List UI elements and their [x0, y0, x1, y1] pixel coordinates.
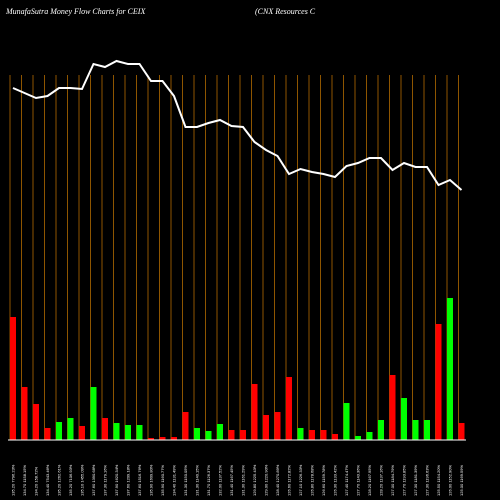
x-tick-label: 135.10 1455.09%: [80, 464, 85, 496]
flow-bar: [343, 403, 350, 440]
flow-bar: [401, 398, 407, 440]
x-tick-label: 131.30 1150.05%: [183, 464, 188, 496]
flow-bar: [228, 430, 235, 440]
x-tick-label: 131.40 1167.45%: [229, 464, 234, 496]
flow-bar: [148, 438, 154, 440]
flow-bar: [447, 298, 453, 440]
flow-bar: [125, 425, 131, 440]
price-line: [12, 59, 463, 191]
x-tick-label: 126.00 1152.90%: [448, 464, 453, 496]
x-tick-label: 128.40 1270.89%: [275, 464, 280, 496]
flow-bar: [424, 420, 430, 440]
x-tick-label: 128.20 1137.16%: [379, 464, 384, 496]
x-tick-label: 135.90 1609.80%: [149, 464, 154, 496]
flow-bar: [297, 428, 304, 440]
x-tick-label: 137.60 1516.76%: [137, 464, 142, 496]
flow-bar: [21, 387, 28, 440]
x-tick-label: 137.30 1179.16%: [103, 464, 108, 496]
x-tick-label: 127.30 1196.63%: [425, 464, 430, 496]
x-tick-label: 128.20 1167.95%: [367, 464, 372, 496]
x-tick-label: 131.30 1161.29%: [241, 464, 246, 496]
flow-bar: [263, 415, 269, 440]
flow-bar: [217, 424, 223, 440]
x-tick-label: 137.90 1620.34%: [114, 464, 119, 496]
x-tick-label: 127.70 1193.85%: [402, 464, 407, 496]
x-tick-label: 137.60 1209.18%: [126, 464, 131, 496]
x-tick-label: 127.10 1226.33%: [298, 464, 303, 496]
flow-bar: [435, 324, 442, 440]
flow-bar: [79, 426, 85, 440]
x-tick-label: 127.30 1181.39%: [413, 464, 418, 496]
x-tick-label: 132.00 1137.52%: [218, 464, 223, 496]
x-tick-label: 129.80 1225.43%: [252, 464, 257, 496]
flow-bar: [205, 431, 212, 440]
flow-bar: [240, 430, 246, 440]
x-tick-label: 131.30 1140.15%: [195, 464, 200, 496]
flow-bar: [389, 375, 396, 440]
flow-bar: [10, 317, 16, 440]
flow-bar: [33, 404, 39, 440]
x-tick-label: 134.20 158.72%: [34, 466, 39, 496]
flow-bar: [182, 412, 189, 440]
x-tick-label: 134.40 1131.49%: [172, 464, 177, 496]
flow-bar: [251, 384, 258, 440]
flow-bar: [274, 412, 281, 440]
x-tick-label: 127.00 1184.79%: [390, 464, 395, 496]
flow-bar: [113, 423, 120, 440]
flow-bar: [56, 422, 62, 440]
flow-bar: [332, 434, 338, 440]
flow-bar: [309, 430, 315, 440]
x-tick-label: 126.30 1133.42%: [333, 464, 338, 496]
x-tick-label: 126.80 1178.68%: [310, 464, 315, 496]
x-tick-label: 137.60 1390.68%: [91, 464, 96, 496]
chart-title: MunafaSutra Money Flow Charts for CEIX: [5, 7, 146, 16]
flow-bar: [286, 377, 292, 440]
flow-bar: [320, 430, 327, 440]
flow-bar: [44, 428, 51, 440]
flow-bar: [159, 437, 166, 440]
x-tick-label: 127.40 1174.47%: [344, 464, 349, 496]
x-tick-label: 131.70 1126.37%: [206, 464, 211, 496]
x-tick-label: 135.90 1160.77%: [160, 464, 165, 496]
x-tick-label: 134.70 1158.15%: [22, 464, 27, 496]
chart-subtitle: (CNX Resources C: [255, 7, 316, 16]
flow-bar: [378, 420, 384, 440]
x-tick-label: 125.00 1169.59%: [459, 464, 464, 496]
x-tick-label: 135.20 1262.61%: [57, 464, 62, 496]
flow-bar: [458, 423, 465, 440]
flow-bar: [355, 436, 361, 440]
x-tick-label: 135.20 7796.23%: [11, 464, 16, 496]
flow-bar: [412, 420, 419, 440]
flow-bar: [67, 418, 74, 440]
x-tick-label: 126.60 1172.82%: [287, 464, 292, 496]
flow-bar: [194, 428, 200, 440]
x-tick-label: 126.60 1159.78%: [321, 464, 326, 496]
flow-bar: [90, 387, 97, 440]
flow-bar: [171, 437, 177, 440]
x-tick-label: 134.40 7543.46%: [45, 464, 50, 496]
flow-bar: [136, 425, 143, 440]
x-tick-label: 129.00 1220.90%: [264, 464, 269, 496]
flow-bar: [102, 418, 108, 440]
flow-bar: [366, 432, 373, 440]
x-tick-label: 127.70 1143.36%: [356, 464, 361, 496]
x-tick-label: 125.50 1154.20%: [436, 464, 441, 496]
x-tick-label: 135.20 7106.93%: [68, 464, 73, 496]
